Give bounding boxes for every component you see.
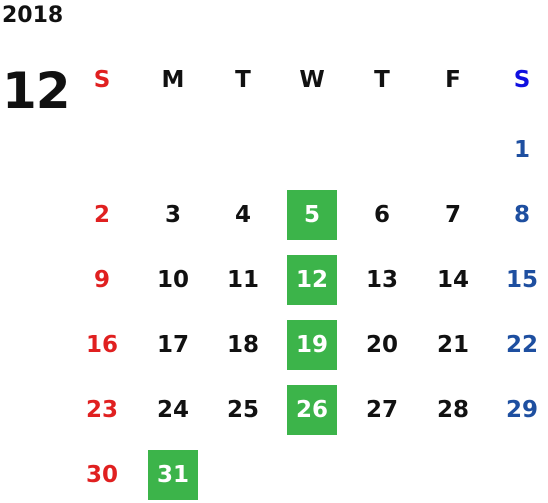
- day-cell-monday[interactable]: 3: [164, 202, 181, 228]
- weekday-header-thursday: T: [374, 67, 390, 93]
- weekday-header-sunday: S: [93, 67, 111, 93]
- day-cell-sunday[interactable]: 2: [93, 202, 110, 228]
- month-number: 12: [2, 62, 71, 120]
- day-cell-sunday[interactable]: 23: [85, 397, 118, 423]
- day-cell-sunday[interactable]: 30: [85, 462, 118, 488]
- weekday-header-wednesday: W: [299, 67, 325, 93]
- day-cell-monday[interactable]: 17: [156, 332, 189, 358]
- day-cell-thursday[interactable]: 20: [365, 332, 398, 358]
- day-cell-saturday[interactable]: 29: [505, 397, 538, 423]
- day-cell-friday[interactable]: 21: [436, 332, 469, 358]
- day-cell-friday[interactable]: 7: [444, 202, 461, 228]
- day-cell-wednesday[interactable]: 5: [287, 190, 337, 240]
- day-cell-tuesday[interactable]: 11: [226, 267, 259, 293]
- day-cell-wednesday[interactable]: 19: [287, 320, 337, 370]
- weekday-header-monday: M: [161, 67, 185, 93]
- day-cell-saturday[interactable]: 22: [505, 332, 538, 358]
- day-cell-wednesday[interactable]: 12: [287, 255, 337, 305]
- day-cell-friday[interactable]: 28: [436, 397, 469, 423]
- day-cell-saturday[interactable]: 15: [505, 267, 538, 293]
- day-cell-friday[interactable]: 14: [436, 267, 469, 293]
- day-cell-tuesday[interactable]: 4: [234, 202, 251, 228]
- day-cell-monday[interactable]: 31: [148, 450, 198, 500]
- year-label: 2018: [2, 3, 64, 28]
- weekday-header-tuesday: T: [235, 67, 251, 93]
- day-cell-thursday[interactable]: 6: [373, 202, 390, 228]
- day-cell-tuesday[interactable]: 25: [226, 397, 259, 423]
- weekday-header-friday: F: [445, 67, 461, 93]
- day-cell-thursday[interactable]: 27: [365, 397, 398, 423]
- day-cell-monday[interactable]: 10: [156, 267, 189, 293]
- day-cell-saturday[interactable]: 1: [513, 137, 530, 163]
- day-cell-wednesday[interactable]: 26: [287, 385, 337, 435]
- day-cell-tuesday[interactable]: 18: [226, 332, 259, 358]
- day-cell-sunday[interactable]: 16: [85, 332, 118, 358]
- weekday-header-saturday: S: [513, 67, 531, 93]
- day-cell-thursday[interactable]: 13: [365, 267, 398, 293]
- day-cell-sunday[interactable]: 9: [93, 267, 110, 293]
- day-cell-saturday[interactable]: 8: [513, 202, 530, 228]
- day-cell-monday[interactable]: 24: [156, 397, 189, 423]
